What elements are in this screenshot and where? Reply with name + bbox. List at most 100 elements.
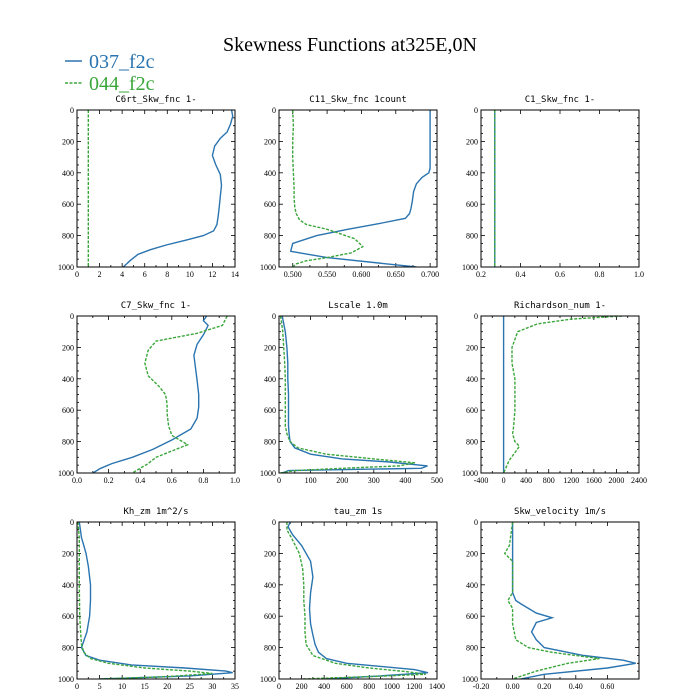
x-tick-label: 800 [543, 476, 555, 485]
panel-1: C11_Skw_fnc 1count 0.500 0.550 0.600 0.650 0.… [260, 95, 439, 279]
x-tick-label: 1.0 [230, 476, 240, 485]
x-tick-label: 0.6 [167, 476, 177, 485]
series-line-044_f2c [286, 522, 426, 679]
series-line-037_f2c [78, 522, 233, 679]
y-tick-label: 200 [62, 549, 74, 558]
panel-8: Skw_velocity 1m/s -0.20 0.00 0.20 0.40 0.60 0 2… [462, 507, 640, 691]
x-tick-label: 0.2 [104, 476, 114, 485]
x-tick-label: 0.4 [516, 270, 526, 279]
x-tick-label: 1600 [586, 476, 602, 485]
y-tick-label: 400 [466, 375, 478, 384]
y-tick-label: 600 [264, 200, 276, 209]
y-tick-label: 200 [466, 343, 478, 352]
x-tick-label: 1.0 [634, 270, 644, 279]
panel-title: Kh_zm 1m^2/s [123, 507, 188, 517]
y-tick-label: 200 [264, 549, 276, 558]
x-tick-label: 10 [186, 270, 194, 279]
y-tick-label: 400 [62, 581, 74, 590]
y-tick-label: 600 [466, 612, 478, 621]
x-tick-label: 30 [208, 682, 216, 691]
x-tick-label: 5 [98, 682, 102, 691]
panel-title: Lscale 1.0m [328, 301, 388, 311]
x-tick-label: -0.20 [473, 682, 490, 691]
y-tick-label: 800 [62, 438, 74, 447]
x-tick-label: 600 [341, 682, 353, 691]
panel-frame [76, 315, 236, 474]
figure-title: Skewness Functions at325E,0N [223, 34, 477, 56]
panel-frame [76, 109, 236, 268]
y-tick-label: 1000 [260, 675, 276, 684]
x-tick-label: 0.00 [506, 682, 520, 691]
y-tick-label: 800 [62, 644, 74, 653]
x-tick-label: -400 [474, 476, 489, 485]
y-tick-label: 400 [466, 581, 478, 590]
y-tick-label: 200 [264, 343, 276, 352]
x-tick-label: 14 [231, 270, 239, 279]
series-line-037_f2c [122, 110, 234, 267]
x-tick-label: 1200 [563, 476, 579, 485]
y-tick-label: 1000 [260, 469, 276, 478]
x-tick-label: 400 [520, 476, 532, 485]
y-tick-label: 600 [62, 612, 74, 621]
panel-frame [278, 521, 438, 680]
x-tick-label: 100 [305, 476, 317, 485]
x-tick-label: 0.8 [198, 476, 208, 485]
x-tick-label: 0 [75, 682, 79, 691]
panel-3: C7_Skw_fnc 1- 0.0 0.2 0.4 0.6 0.8 1.0 0 200 400 60… [58, 301, 240, 485]
series-line-044_f2c [77, 522, 213, 679]
series-line-044_f2c [503, 522, 600, 679]
y-tick-label: 200 [264, 137, 276, 146]
x-tick-label: 0 [75, 270, 79, 279]
panel-6: Kh_zm 1m^2/s 0 5 10 15 20 25 30 35 0 200 400 600 800 1… [58, 507, 239, 691]
y-tick-label: 600 [62, 406, 74, 415]
x-tick-label: 0 [277, 682, 281, 691]
panel-2: C1_Skw_fnc 1- 0.2 0.4 0.6 0.8 1.0 0 200 400 600 80… [462, 95, 644, 279]
y-tick-label: 0 [70, 518, 74, 527]
panel-frame [480, 521, 640, 680]
y-tick-label: 800 [264, 438, 276, 447]
x-tick-label: 1000 [384, 682, 400, 691]
legend-label-037: 037_f2c [89, 51, 155, 73]
x-tick-label: 0.500 [284, 270, 302, 279]
x-tick-label: 2400 [631, 476, 647, 485]
panel-5: Richardson_num 1--400 0 400 800 1200 1600 2000… [462, 301, 647, 485]
series-line-044_f2c [502, 316, 623, 473]
x-tick-label: 2 [98, 270, 102, 279]
panel-frame [278, 315, 438, 474]
y-tick-label: 400 [264, 581, 276, 590]
x-tick-label: 0.60 [600, 682, 614, 691]
x-tick-label: 15 [141, 682, 149, 691]
panel-title: C11_Skw_fnc 1count [309, 95, 407, 105]
y-tick-label: 0 [70, 312, 74, 321]
x-tick-label: 200 [336, 476, 348, 485]
series-line-044_f2c [131, 316, 228, 473]
panel-grid: C6rt_Skw_fnc 1-0 2 4 6 8 10 12 1402004006008001… [58, 95, 647, 691]
x-tick-label: 0.700 [421, 270, 439, 279]
x-tick-label: 0.4 [135, 476, 145, 485]
y-tick-label: 0 [70, 106, 74, 115]
panel-title: tau_zm 1s [334, 507, 383, 517]
y-tick-label: 1000 [462, 469, 478, 478]
y-tick-label: 0 [474, 518, 478, 527]
panel-frame [76, 521, 236, 680]
panel-frame [480, 109, 640, 268]
y-tick-label: 0 [474, 312, 478, 321]
y-tick-label: 800 [264, 232, 276, 241]
panel-0: C6rt_Skw_fnc 1- 0 2 4 6 8 10 12 14 0 200 400 600 800 1… [58, 95, 239, 279]
y-tick-label: 200 [62, 137, 74, 146]
x-tick-label: 0.0 [72, 476, 82, 485]
series-line-044_f2c [292, 110, 364, 267]
panel-frame [278, 109, 438, 268]
y-tick-label: 400 [264, 169, 276, 178]
y-tick-label: 200 [466, 549, 478, 558]
y-tick-label: 1000 [462, 675, 478, 684]
x-tick-label: 400 [399, 476, 411, 485]
panel-title: C6rt_Skw_fnc 1- [115, 95, 196, 105]
series-line-037_f2c [289, 110, 431, 267]
y-tick-label: 600 [466, 406, 478, 415]
y-tick-label: 600 [264, 406, 276, 415]
x-tick-label: 0 [277, 476, 281, 485]
x-tick-label: 300 [368, 476, 380, 485]
x-tick-label: 1200 [406, 682, 422, 691]
